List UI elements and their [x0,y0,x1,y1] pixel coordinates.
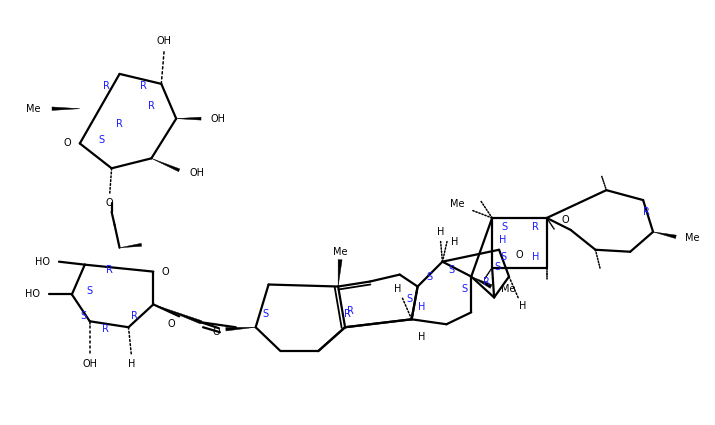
Text: Me: Me [450,199,464,209]
Text: OH: OH [82,359,97,369]
Polygon shape [152,159,179,172]
Text: S: S [494,262,500,272]
Text: OH: OH [189,168,204,178]
Polygon shape [338,260,342,286]
Text: S: S [81,312,87,321]
Text: O: O [212,327,220,337]
Text: O: O [63,139,71,148]
Text: R: R [102,324,109,334]
Text: R: R [140,81,147,91]
Text: S: S [262,309,269,319]
Text: S: S [500,252,506,262]
Polygon shape [153,304,202,324]
Text: R: R [148,101,154,110]
Text: R: R [483,277,490,286]
Text: R: R [347,306,353,316]
Text: H: H [418,302,425,312]
Text: Me: Me [333,247,347,257]
Text: S: S [407,295,413,304]
Text: O: O [515,250,523,260]
Text: R: R [344,309,350,319]
Text: O: O [167,319,175,329]
Text: R: R [131,312,138,321]
Text: R: R [107,265,113,275]
Text: H: H [519,301,527,312]
Text: O: O [106,198,114,208]
Text: R: R [103,81,110,91]
Text: H: H [418,332,425,342]
Text: H: H [450,237,458,247]
Polygon shape [226,327,256,331]
Polygon shape [653,232,676,238]
Text: O: O [562,215,569,225]
Polygon shape [471,277,492,288]
Text: H: H [499,235,507,245]
Text: R: R [533,222,539,232]
Text: S: S [501,222,507,232]
Polygon shape [119,243,142,248]
Text: O: O [162,266,169,277]
Text: Me: Me [685,233,699,243]
Text: R: R [643,207,649,217]
Text: S: S [99,136,104,145]
Text: OH: OH [211,113,226,124]
Polygon shape [52,107,80,110]
Text: S: S [87,286,93,297]
Text: H: H [394,284,401,295]
Text: H: H [437,227,444,237]
Text: Me: Me [26,104,40,113]
Text: H: H [128,359,135,369]
Text: Me: Me [501,284,516,295]
Polygon shape [176,117,201,120]
Text: H: H [532,252,540,262]
Text: S: S [426,272,433,282]
Text: OH: OH [157,36,172,46]
Text: HO: HO [25,289,40,300]
Text: R: R [116,119,123,129]
Text: S: S [461,284,468,295]
Text: HO: HO [35,257,50,266]
Text: S: S [448,265,455,275]
